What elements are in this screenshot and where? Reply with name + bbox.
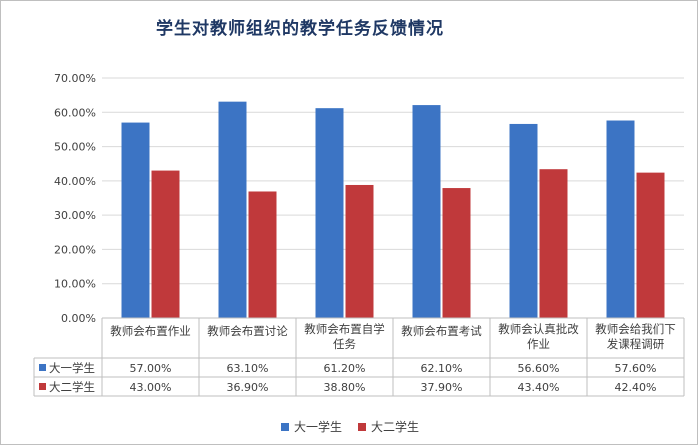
- x-category-label: 教师会认真批改: [498, 322, 579, 336]
- bar: [412, 105, 441, 318]
- table-series-name: 大二学生: [49, 380, 95, 394]
- bar: [218, 101, 247, 319]
- bar: [315, 108, 344, 319]
- x-category-label: 教师会布置作业: [110, 324, 191, 338]
- bar: [539, 169, 568, 318]
- bar: [606, 120, 635, 318]
- data-label: 63.10%: [227, 362, 269, 375]
- legend-item: 大二学生: [358, 418, 419, 435]
- y-tick-label: 10.00%: [54, 278, 96, 291]
- data-label: 62.10%: [421, 362, 463, 375]
- y-tick-label: 0.00%: [61, 312, 96, 325]
- chart-title: 学生对教师组织的教学任务反馈情况: [156, 19, 444, 39]
- table-series-name: 大一学生: [49, 361, 95, 375]
- legend-label: 大一学生: [293, 420, 342, 434]
- legend-swatch: [280, 423, 289, 431]
- data-label: 42.40%: [615, 381, 657, 394]
- legend-item: 大一学生: [280, 418, 342, 435]
- y-tick-label: 60.00%: [54, 106, 96, 119]
- data-label: 43.00%: [130, 381, 172, 394]
- legend-swatch: [358, 423, 366, 431]
- table-legend-key: [39, 383, 46, 390]
- data-label: 61.20%: [324, 362, 366, 375]
- data-label: 56.60%: [518, 362, 560, 375]
- x-category-label: 教师会布置考试: [401, 324, 482, 338]
- y-tick-label: 20.00%: [54, 243, 96, 256]
- data-label: 38.80%: [324, 381, 366, 394]
- bar: [345, 184, 374, 318]
- data-label: 57.60%: [615, 362, 657, 375]
- y-tick-label: 30.00%: [54, 209, 96, 222]
- x-category-label: 教师会给我们下: [595, 322, 676, 336]
- data-label: 37.90%: [421, 381, 463, 394]
- bar: [121, 122, 150, 318]
- y-tick-label: 40.00%: [54, 175, 96, 188]
- x-category-label: 教师会布置讨论: [207, 324, 288, 338]
- x-category-label: 教师会布置自学: [304, 322, 385, 336]
- bar: [636, 172, 665, 318]
- x-category-label: 任务: [333, 337, 356, 351]
- legend: 大一学生 大二学生: [0, 418, 700, 435]
- bar: [509, 123, 538, 318]
- table-legend-key: [39, 364, 46, 371]
- bar: [442, 188, 471, 318]
- bar: [248, 191, 277, 318]
- x-category-label: 作业: [527, 337, 550, 351]
- data-label: 57.00%: [130, 362, 172, 375]
- bar: [151, 170, 180, 318]
- y-tick-label: 70.00%: [54, 72, 96, 85]
- y-tick-label: 50.00%: [54, 141, 96, 154]
- data-label: 36.90%: [227, 381, 269, 394]
- data-label: 43.40%: [518, 381, 560, 394]
- legend-label: 大二学生: [371, 420, 420, 434]
- x-category-label: 发课程调研: [607, 337, 665, 351]
